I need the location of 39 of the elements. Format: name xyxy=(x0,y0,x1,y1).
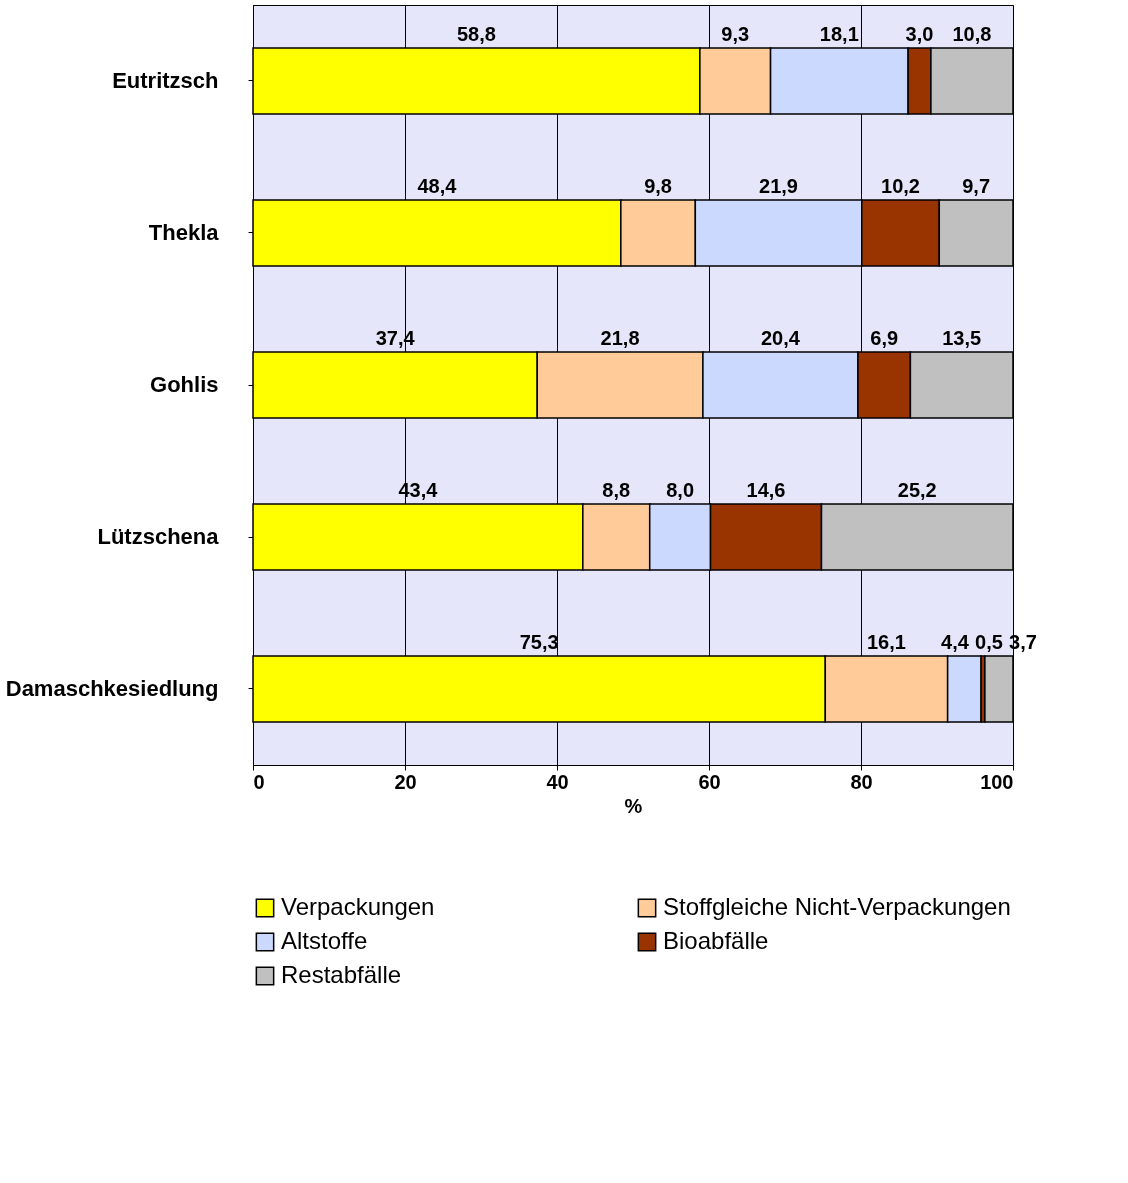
x-tick-label: 100 xyxy=(980,770,1014,793)
data-label: 10,8 xyxy=(952,23,992,45)
data-label: 4,4 xyxy=(941,631,970,653)
y-tick-label: Eutritzsch xyxy=(112,68,219,93)
x-tick-label: 80 xyxy=(850,770,873,793)
legend-label: Altstoffe xyxy=(281,927,368,954)
data-label: 9,7 xyxy=(962,175,991,197)
data-label: 9,3 xyxy=(721,23,750,45)
data-label: 20,4 xyxy=(760,327,801,349)
y-tick-label: Thekla xyxy=(148,220,220,245)
data-label: 58,8 xyxy=(456,23,496,45)
legend-label: Stoffgleiche Nicht-Verpackungen xyxy=(663,893,1011,920)
data-label: 9,8 xyxy=(644,175,672,197)
x-tick-label: 60 xyxy=(698,770,721,793)
data-label: 21,8 xyxy=(600,327,640,349)
data-label: 3,0 xyxy=(905,23,934,45)
data-label: 18,1 xyxy=(819,23,859,45)
x-tick-label: 0 xyxy=(253,770,265,793)
y-tick-label: Damaschkesiedlung xyxy=(5,676,219,701)
data-label: 14,6 xyxy=(746,479,786,501)
data-label: 6,9 xyxy=(870,327,899,349)
x-tick-label: 20 xyxy=(394,770,417,793)
legend-label: Bioabfälle xyxy=(663,927,769,954)
data-label: 16,1 xyxy=(866,631,906,653)
y-tick-label: Lützschena xyxy=(97,524,220,549)
legend-label: Verpackungen xyxy=(281,893,435,920)
data-label: 0,5 xyxy=(975,631,1003,653)
data-label: 13,5 xyxy=(942,327,982,349)
data-label: 10,2 xyxy=(881,175,920,197)
data-label: 48,4 xyxy=(417,175,458,197)
y-tick-label: Gohlis xyxy=(150,372,219,397)
x-tick-label: 40 xyxy=(546,770,569,793)
data-label: 21,9 xyxy=(759,175,799,197)
data-label: 8,0 xyxy=(666,479,695,501)
data-label: 25,2 xyxy=(897,479,937,501)
x-axis-title: % xyxy=(624,794,643,817)
legend-label: Restabfälle xyxy=(281,961,402,988)
data-label: 75,3 xyxy=(519,631,559,653)
data-label: 8,8 xyxy=(602,479,631,501)
